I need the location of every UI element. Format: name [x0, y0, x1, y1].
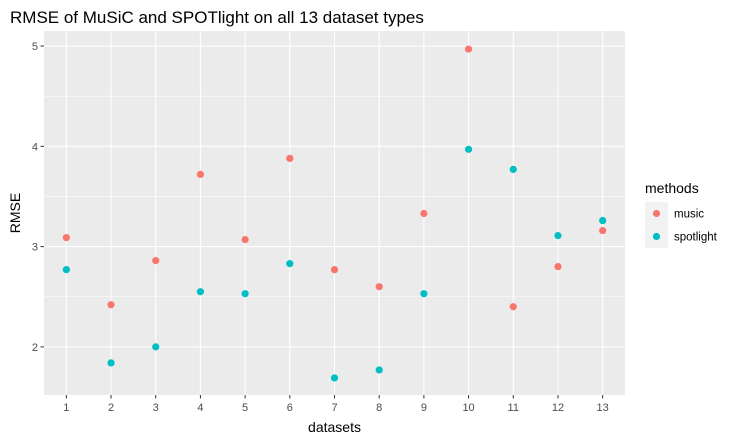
data-point-spotlight: [330, 374, 339, 382]
legend-key-spotlight: [652, 232, 661, 241]
data-point-spotlight: [375, 366, 383, 374]
x-tick-label: 10: [462, 402, 474, 414]
y-tick-label: 5: [32, 41, 38, 53]
x-tick-label: 3: [153, 402, 159, 414]
data-point-spotlight: [196, 288, 205, 296]
data-point-music: [509, 303, 517, 311]
x-axis-ticks: 1 2 3 4 5 6 7 8 9 10 11 12 13: [63, 395, 609, 414]
data-point-music: [62, 233, 70, 242]
data-point-spotlight: [464, 145, 473, 153]
data-point-music: [152, 257, 160, 265]
x-tick-label: 1: [63, 402, 69, 414]
x-tick-label: 12: [552, 402, 564, 414]
y-tick-label: 4: [32, 141, 38, 153]
legend: methods music spotlight: [645, 180, 718, 248]
x-tick-label: 6: [287, 402, 293, 414]
data-point-spotlight: [420, 290, 428, 298]
data-point-spotlight: [152, 343, 160, 351]
data-points: [62, 45, 607, 382]
data-point-music: [420, 209, 428, 218]
data-point-spotlight: [509, 165, 517, 173]
data-point-music: [330, 266, 339, 274]
y-tick-label: 3: [32, 242, 38, 254]
x-tick-label: 2: [108, 402, 114, 414]
data-point-music: [107, 301, 115, 309]
data-point-spotlight: [599, 216, 607, 225]
x-tick-label: 9: [421, 402, 427, 414]
x-tick-label: 11: [508, 402, 519, 414]
data-point-spotlight: [107, 359, 115, 367]
data-point-spotlight: [241, 290, 249, 298]
data-point-spotlight: [554, 231, 562, 240]
x-tick-label: 8: [376, 402, 382, 414]
x-tick-label: 13: [597, 402, 609, 414]
data-point-music: [464, 45, 473, 53]
legend-title: methods: [645, 180, 699, 196]
x-axis-title: datasets: [308, 419, 361, 435]
x-tick-label: 5: [242, 402, 248, 414]
data-point-music: [241, 235, 249, 244]
legend-items: music spotlight: [645, 202, 718, 248]
x-tick-label: 7: [331, 402, 337, 414]
x-tick-label: 4: [197, 402, 203, 414]
legend-key-music: [652, 209, 661, 218]
grid-major: [44, 31, 625, 395]
data-point-music: [196, 170, 205, 178]
data-point-music: [599, 226, 607, 235]
data-point-spotlight: [286, 260, 294, 268]
y-tick-label: 2: [32, 342, 38, 354]
chart-title: RMSE of MuSiC and SPOTlight on all 13 da…: [10, 8, 424, 27]
y-axis-ticks: 2 3 4 5: [32, 41, 44, 354]
y-axis-title: RMSE: [7, 193, 23, 233]
legend-label-music: music: [674, 209, 704, 221]
data-point-music: [375, 283, 383, 291]
data-point-music: [554, 263, 562, 271]
legend-label-spotlight: spotlight: [674, 232, 718, 244]
data-point-music: [286, 154, 294, 162]
data-point-spotlight: [62, 266, 70, 274]
